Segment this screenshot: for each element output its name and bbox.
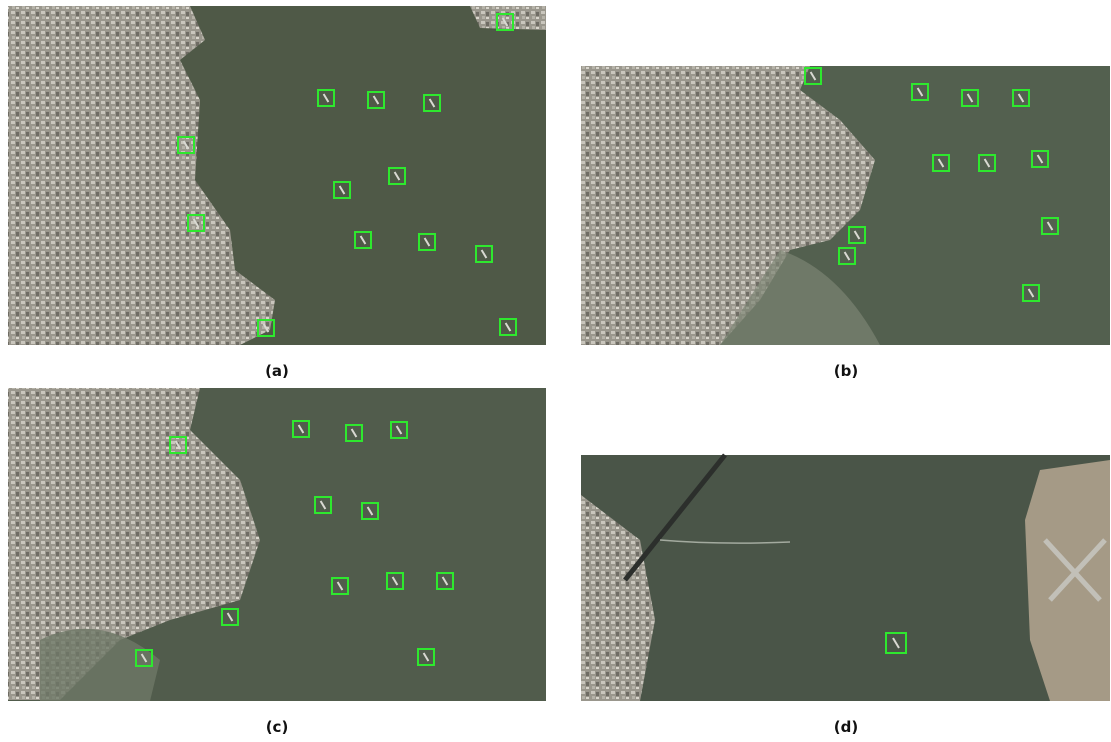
panel-label: (c) bbox=[266, 718, 289, 736]
panel-b-image bbox=[581, 66, 1110, 345]
figure: (a) (b) (c) (d) bbox=[0, 0, 1111, 742]
panel-label: (b) bbox=[834, 362, 858, 380]
panel-c-image bbox=[8, 388, 546, 701]
panel-label: (a) bbox=[265, 362, 289, 380]
panel-label: (d) bbox=[834, 718, 858, 736]
panel-a-image bbox=[8, 6, 546, 345]
image-panels bbox=[0, 0, 1111, 742]
panel-d-image bbox=[581, 455, 1110, 701]
